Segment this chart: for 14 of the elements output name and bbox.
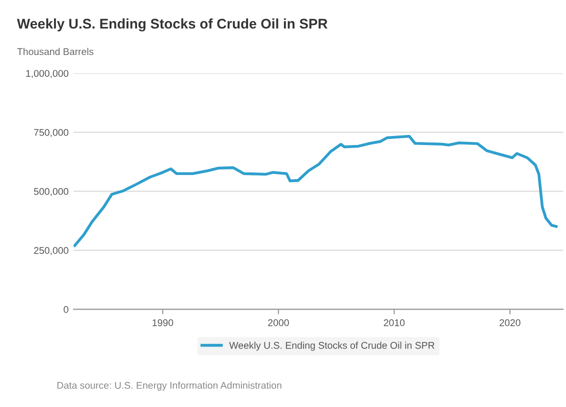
x-tick-label: 2020	[500, 319, 520, 326]
source-note: Data source: U.S. Energy Information Administration	[57, 382, 282, 391]
y-tick-label: 250,000	[34, 247, 68, 256]
legend-label: Weekly U.S. Ending Stocks of Crude Oil in SPR	[229, 342, 434, 351]
y-tick-label: 1,000,000	[26, 70, 68, 78]
y-axis-title: Thousand Barrels	[17, 48, 94, 56]
y-tick-label: 0	[64, 306, 68, 313]
y-tick-label: 500,000	[34, 188, 68, 196]
x-tick-label: 1990	[152, 319, 174, 326]
line-series	[74, 134, 558, 247]
chart-title: Weekly U.S. Ending Stocks of Crude Oil in SPR	[16, 18, 328, 32]
x-tick-label: 2010	[384, 319, 405, 326]
y-tick-label: 750,000	[34, 129, 68, 138]
x-tick-label: 2000	[268, 319, 289, 326]
